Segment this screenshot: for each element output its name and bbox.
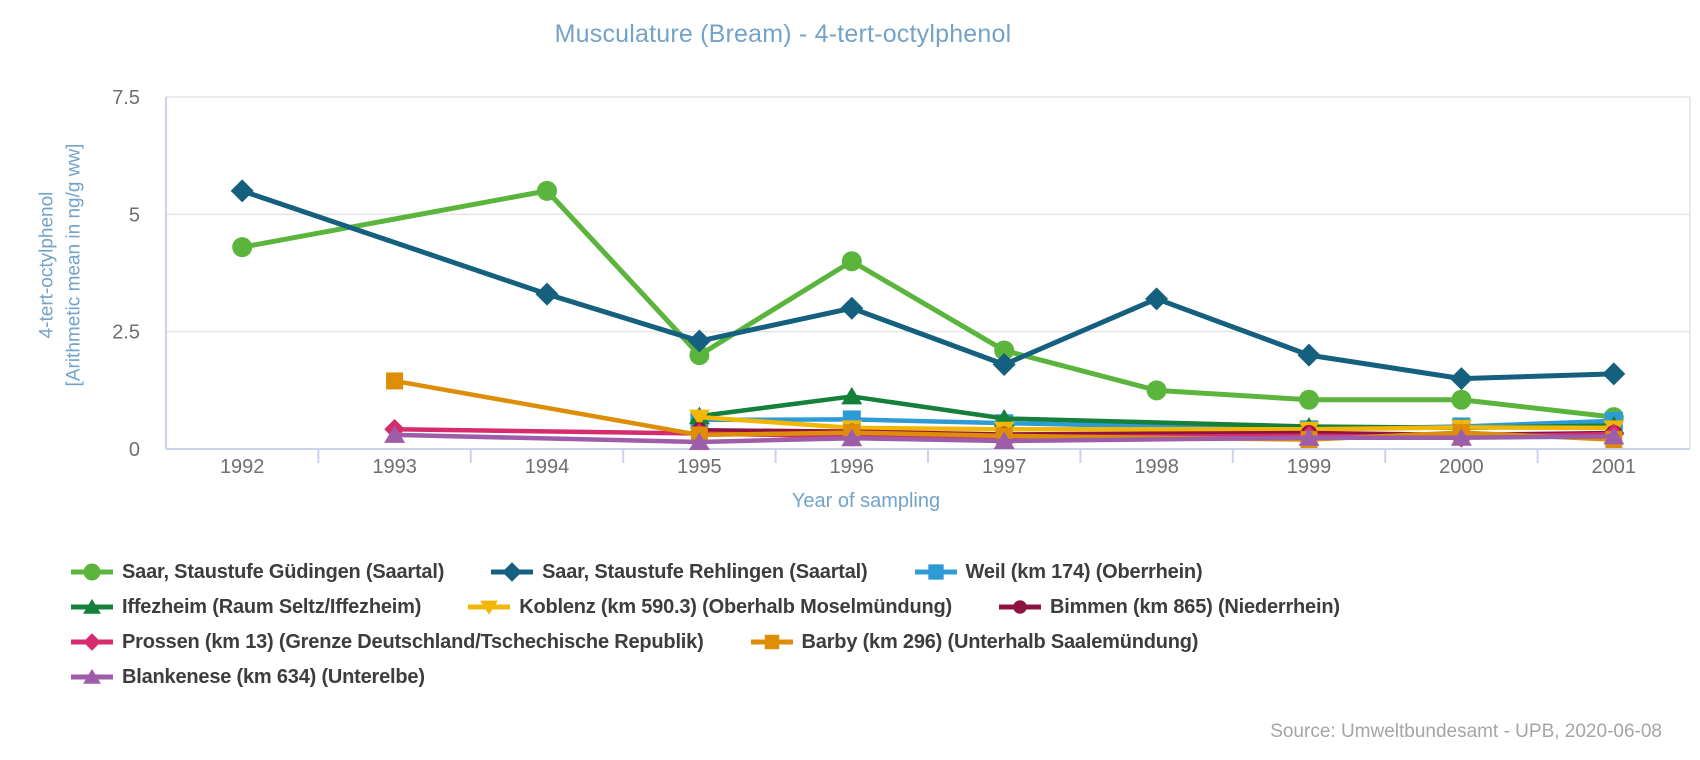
data-point-saar-staustufe-rehlingen-saartal-1997[interactable] — [992, 353, 1016, 377]
legend-item-blankenese-km-634-unterelbe[interactable]: Blankenese (km 634) (Unterelbe) — [70, 665, 425, 689]
x-tick-label-1995: 1995 — [677, 456, 722, 478]
x-axis-title: Year of sampling — [791, 490, 941, 512]
data-point-saar-staustufe-g-dingen-saartal-1994[interactable] — [537, 180, 557, 201]
legend-item-barby-km-296-unterhalb-saalem-ndung[interactable]: Barby (km 296) (Unterhalb Saalemündung) — [750, 630, 1199, 654]
legend-label: Barby (km 296) (Unterhalb Saalemündung) — [801, 630, 1199, 653]
legend-item-saar-staustufe-g-dingen-saartal[interactable]: Saar, Staustufe Güdingen (Saartal) — [70, 560, 444, 584]
legend-circle-icon — [71, 563, 113, 581]
x-tick-label-1996: 1996 — [830, 456, 875, 478]
legend-label: Bimmen (km 865) (Niederrhein) — [1049, 595, 1340, 618]
data-point-saar-staustufe-rehlingen-saartal-1992[interactable] — [230, 179, 254, 203]
data-point-saar-staustufe-rehlingen-saartal-1995[interactable] — [687, 329, 711, 353]
legend-item-koblenz-km-590-3-oberhalb-moselm-ndung[interactable]: Koblenz (km 590.3) (Oberhalb Moselmündun… — [467, 595, 952, 619]
legend-diamond-icon — [491, 562, 534, 582]
data-point-saar-staustufe-g-dingen-saartal-1996[interactable] — [841, 251, 862, 272]
legend-label: Iffezheim (Raum Seltz/Iffezheim) — [122, 595, 422, 618]
legend-diamond-icon — [71, 633, 113, 651]
x-tick-label-2001: 2001 — [1592, 456, 1637, 478]
y-tick-label-0: 0 — [129, 439, 140, 461]
data-point-saar-staustufe-g-dingen-saartal-1997[interactable] — [994, 340, 1015, 361]
data-point-saar-staustufe-g-dingen-saartal-2000[interactable] — [1451, 389, 1472, 410]
data-point-iffezheim-raum-seltz-iffezheim-1996[interactable] — [841, 386, 863, 405]
data-point-blankenese-km-634-unterelbe-1995[interactable] — [688, 432, 710, 450]
legend-row: Iffezheim (Raum Seltz/Iffezheim) Koblenz … — [70, 595, 1340, 619]
y-tick-label-7.5: 7.5 — [112, 87, 140, 109]
legend-triangle-up-icon — [71, 668, 113, 684]
data-point-blankenese-km-634-unterelbe-1999[interactable] — [1298, 428, 1320, 446]
legend-marker-icon — [83, 598, 101, 614]
legend-marker-icon — [83, 633, 101, 651]
legend-marker-icon — [502, 562, 522, 582]
series-saar-staustufe-rehlingen-saartal — [230, 179, 1626, 391]
legend-marker-icon — [1013, 600, 1027, 614]
data-point-blankenese-km-634-unterelbe-2000[interactable] — [1450, 428, 1472, 446]
plot-canvas: 0 2.5 5 7.5 1992 1993 1994 1995 1996 1997 1998 1999… — [112, 87, 1691, 478]
legend-label: Saar, Staustufe Rehlingen (Saartal) — [542, 560, 868, 583]
data-point-blankenese-km-634-unterelbe-1997[interactable] — [993, 431, 1015, 450]
legend-marker-icon — [83, 563, 101, 581]
data-point-saar-staustufe-rehlingen-saartal-2001[interactable] — [1602, 362, 1626, 386]
y-tick-label-5: 5 — [129, 204, 140, 226]
data-point-blankenese-km-634-unterelbe-2001[interactable] — [1603, 426, 1625, 445]
legend-triangle-up-icon — [71, 598, 113, 614]
series-line-saar-staustufe-g-dingen-saartal — [239, 188, 1617, 420]
data-point-barby-km-296-unterhalb-saalem-ndung-1993[interactable] — [386, 372, 404, 390]
legend-marker-icon — [764, 634, 779, 650]
source-note: Source: Umweltbundesamt - UPB, 2020-06-0… — [1270, 721, 1662, 742]
legend-row: Saar, Staustufe Güdingen (Saartal) Saar, … — [70, 560, 1340, 584]
data-point-blankenese-km-634-unterelbe-1996[interactable] — [841, 428, 863, 447]
x-tick-label-1993: 1993 — [372, 456, 417, 478]
legend-item-iffezheim-raum-seltz-iffezheim[interactable]: Iffezheim (Raum Seltz/Iffezheim) — [70, 595, 421, 619]
x-tick-label-1992: 1992 — [220, 456, 265, 478]
series-line-koblenz-km-590-3-oberhalb-moselm-ndung — [697, 414, 1617, 432]
series-line-saar-staustufe-rehlingen-saartal — [239, 188, 1617, 382]
legend-label: Prossen (km 13) (Grenze Deutschland/Tsch… — [122, 630, 704, 653]
data-point-saar-staustufe-rehlingen-saartal-1994[interactable] — [535, 282, 559, 306]
legend-marker-icon — [927, 564, 944, 580]
legend-item-weil-km-174-oberrhein[interactable]: Weil (km 174) (Oberrhein) — [914, 560, 1203, 584]
series-blankenese-km-634-unterelbe — [384, 425, 1625, 450]
data-point-saar-staustufe-g-dingen-saartal-1998[interactable] — [1146, 380, 1167, 401]
data-point-koblenz-km-590-3-oberhalb-moselm-ndung-1995[interactable] — [688, 409, 710, 427]
legend-item-bimmen-km-865-niederrhein[interactable]: Bimmen (km 865) (Niederrhein) — [998, 595, 1340, 619]
y-tick-label-2.5: 2.5 — [112, 322, 140, 344]
chart-title: Musculature (Bream) - 4-tert-octylphenol — [554, 20, 1012, 48]
data-point-saar-staustufe-rehlingen-saartal-1999[interactable] — [1297, 343, 1321, 367]
legend: Saar, Staustufe Güdingen (Saartal) Saar, … — [70, 560, 1340, 689]
legend-marker-icon — [480, 600, 499, 615]
x-tick-label-1994: 1994 — [525, 456, 570, 478]
legend-marker-icon — [83, 668, 101, 684]
x-tick-label-1999: 1999 — [1287, 456, 1332, 478]
data-point-saar-staustufe-g-dingen-saartal-1995[interactable] — [689, 345, 710, 366]
data-point-blankenese-km-634-unterelbe-1993[interactable] — [384, 425, 406, 443]
legend-circle-icon — [998, 600, 1041, 614]
legend-label: Blankenese (km 634) (Unterelbe) — [122, 665, 425, 688]
legend-item-prossen-km-13-grenze-deutschland-tschechische-republik[interactable]: Prossen (km 13) (Grenze Deutschland/Tsch… — [70, 630, 704, 654]
legend-label: Weil (km 174) (Oberrhein) — [965, 560, 1203, 583]
legend-label: Saar, Staustufe Güdingen (Saartal) — [122, 560, 445, 583]
legend-row: Blankenese (km 634) (Unterelbe) — [70, 665, 1340, 689]
legend-item-saar-staustufe-rehlingen-saartal[interactable]: Saar, Staustufe Rehlingen (Saartal) — [490, 560, 868, 584]
legend-label: Koblenz (km 590.3) (Oberhalb Moselmündun… — [519, 595, 952, 618]
series-saar-staustufe-g-dingen-saartal — [232, 180, 1624, 428]
legend-row: Prossen (km 13) (Grenze Deutschland/Tsch… — [70, 630, 1340, 654]
data-point-saar-staustufe-rehlingen-saartal-1998[interactable] — [1145, 287, 1169, 311]
data-point-saar-staustufe-g-dingen-saartal-1999[interactable] — [1299, 389, 1319, 410]
x-tick-label-2000: 2000 — [1439, 456, 1484, 478]
x-tick-label-1997: 1997 — [982, 456, 1027, 478]
legend-triangle-down-icon — [468, 600, 511, 615]
data-point-saar-staustufe-rehlingen-saartal-1996[interactable] — [840, 296, 864, 320]
legend-square-icon — [750, 634, 793, 650]
x-tick-label-1998: 1998 — [1134, 456, 1179, 478]
data-point-saar-staustufe-rehlingen-saartal-2000[interactable] — [1449, 367, 1473, 391]
legend-square-icon — [914, 564, 957, 580]
data-point-saar-staustufe-g-dingen-saartal-1992[interactable] — [232, 237, 253, 258]
